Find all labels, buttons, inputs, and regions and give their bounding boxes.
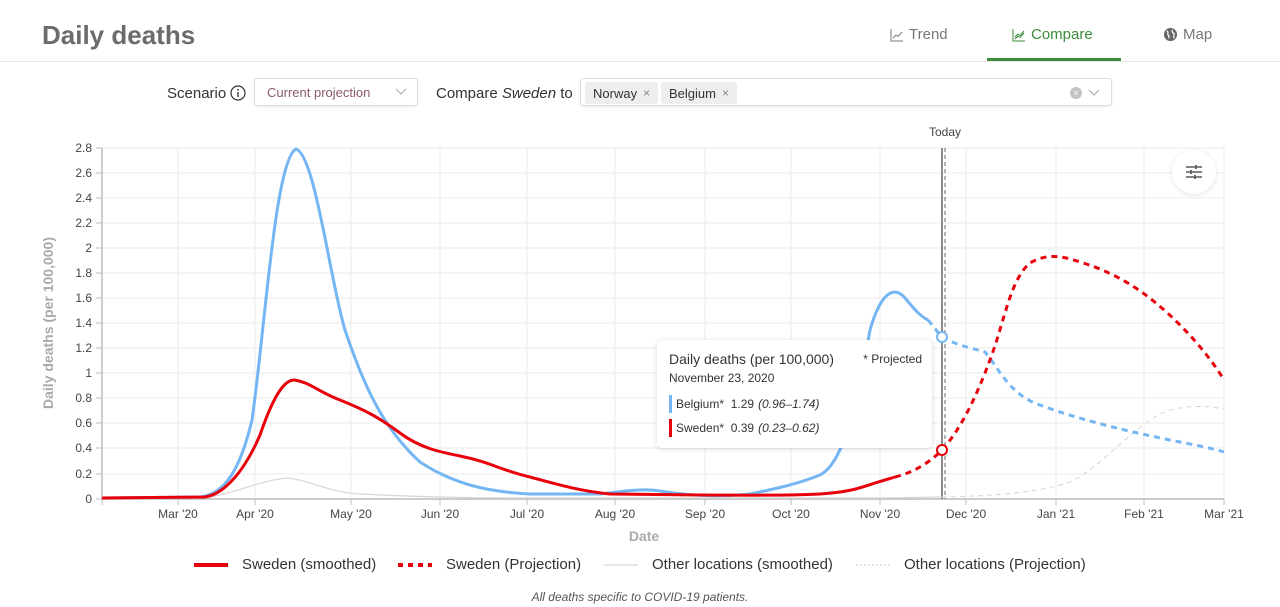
svg-text:Mar '20: Mar '20: [158, 507, 198, 521]
y-ticks: [96, 147, 102, 500]
chart-settings-button[interactable]: [1172, 150, 1216, 194]
globe-icon: [1163, 27, 1178, 42]
tab-map-label: Map: [1183, 26, 1213, 43]
svg-text:Jan '21: Jan '21: [1037, 507, 1076, 521]
svg-text:Aug '20: Aug '20: [595, 507, 636, 521]
header: Daily deaths Trend Compare Map: [0, 0, 1280, 62]
y-tick-labels: 2.8 2.6 2.4 2.2 2 1.8 1.6 1.4 1.2 1 0.8 0.6 0.4 0…: [75, 141, 92, 506]
svg-text:1: 1: [85, 366, 92, 380]
svg-text:1.4: 1.4: [75, 316, 92, 330]
belgium-hover-marker: [936, 331, 948, 343]
sweden-smoothed-line: [101, 378, 896, 500]
dotted-gray-line-icon: [856, 564, 890, 565]
legend-sweden-smoothed[interactable]: Sweden (smoothed): [194, 556, 376, 573]
svg-text:Jul '20: Jul '20: [510, 507, 545, 521]
svg-text:2.6: 2.6: [75, 166, 92, 180]
scenario-label: Scenario: [167, 85, 227, 102]
svg-text:0.2: 0.2: [75, 467, 92, 481]
chart[interactable]: 2.8 2.6 2.4 2.2 2 1.8 1.6 1.4 1.2 1 0.8 0.6 0.4 0…: [0, 115, 1280, 555]
tooltip-row-sweden: Sweden* 0.39 (0.23–0.62): [669, 419, 819, 437]
other-locations-projection-line: [941, 405, 1225, 498]
belgium-color-swatch: [669, 395, 672, 413]
chevron-down-icon: [395, 88, 407, 95]
x-axis-title: Date: [629, 528, 660, 544]
x-tick-labels: Mar '20 Apr '20 May '20 Jun '20 Jul '20 …: [158, 507, 1244, 521]
dashed-red-line-icon: [398, 562, 432, 567]
tab-compare[interactable]: Compare: [1012, 26, 1093, 43]
svg-text:0.8: 0.8: [75, 391, 92, 405]
controls-bar: Scenario Current projection Compare Swed…: [0, 78, 1280, 108]
compare-label: Compare Sweden to: [436, 85, 573, 102]
y-axis-title: Daily deaths (per 100,000): [40, 237, 56, 409]
svg-text:0.6: 0.6: [75, 416, 92, 430]
svg-text:Oct '20: Oct '20: [772, 507, 810, 521]
footnote: All deaths specific to COVID-19 patients…: [531, 590, 749, 604]
svg-text:May '20: May '20: [330, 507, 372, 521]
svg-text:1.8: 1.8: [75, 266, 92, 280]
svg-text:0: 0: [85, 492, 92, 506]
tab-compare-label: Compare: [1031, 26, 1093, 43]
tab-trend[interactable]: Trend: [890, 26, 948, 43]
legend-other-projection[interactable]: Other locations (Projection): [856, 556, 1086, 573]
other-locations-smoothed-line: [101, 477, 943, 500]
sliders-icon: [1186, 165, 1202, 179]
chip-norway: Norway ×: [585, 82, 659, 104]
remove-belgium-button[interactable]: ×: [721, 86, 729, 100]
compare-locations-select[interactable]: Norway × Belgium × ×: [580, 78, 1112, 106]
tooltip-title: Daily deaths (per 100,000): [669, 351, 834, 367]
page-title: Daily deaths: [42, 20, 196, 50]
svg-text:1.6: 1.6: [75, 291, 92, 305]
clear-all-icon[interactable]: ×: [1070, 87, 1082, 99]
x-ticks: [101, 499, 1225, 505]
tab-map[interactable]: Map: [1163, 26, 1212, 43]
sweden-color-swatch: [669, 419, 672, 437]
sweden-hover-marker: [936, 444, 948, 456]
belgium-projection-line: [926, 319, 1225, 454]
tooltip-projected-note: * Projected: [863, 352, 922, 366]
svg-text:Nov '20: Nov '20: [860, 507, 901, 521]
area-chart-icon: [1012, 28, 1025, 41]
svg-text:Apr '20: Apr '20: [236, 507, 274, 521]
tooltip-row-belgium: Belgium* 1.29 (0.96–1.74): [669, 395, 819, 413]
tooltip-date: November 23, 2020: [669, 371, 775, 385]
legend-sweden-projection[interactable]: Sweden (Projection): [398, 556, 581, 573]
scenario-select[interactable]: Current projection: [254, 78, 418, 106]
svg-text:Feb '21: Feb '21: [1124, 507, 1164, 521]
chip-belgium: Belgium ×: [661, 82, 737, 104]
chart-legend: Sweden (smoothed) Sweden (Projection) Ot…: [0, 556, 1280, 576]
svg-text:2.2: 2.2: [75, 216, 92, 230]
remove-norway-button[interactable]: ×: [643, 86, 651, 100]
svg-text:2.4: 2.4: [75, 191, 92, 205]
sweden-projection-line: [894, 255, 1226, 479]
line-chart-icon: [890, 28, 903, 41]
svg-text:Dec '20: Dec '20: [946, 507, 987, 521]
solid-red-line-icon: [194, 562, 228, 567]
chart-tooltip: Daily deaths (per 100,000) * Projected N…: [657, 340, 932, 448]
active-tab-indicator: [987, 58, 1121, 61]
tab-trend-label: Trend: [909, 26, 948, 43]
svg-text:Sep '20: Sep '20: [685, 507, 726, 521]
info-icon[interactable]: [230, 85, 246, 101]
svg-text:Jun '20: Jun '20: [421, 507, 460, 521]
svg-text:2.8: 2.8: [75, 141, 92, 155]
svg-text:Mar '21: Mar '21: [1204, 507, 1244, 521]
today-label: Today: [929, 125, 961, 139]
svg-text:0.4: 0.4: [75, 441, 92, 455]
chevron-down-icon[interactable]: [1088, 89, 1100, 97]
scenario-value: Current projection: [267, 85, 371, 100]
legend-other-smoothed[interactable]: Other locations (smoothed): [604, 556, 833, 573]
solid-gray-line-icon: [604, 564, 638, 565]
svg-text:1.2: 1.2: [75, 341, 92, 355]
svg-text:2: 2: [85, 241, 92, 255]
